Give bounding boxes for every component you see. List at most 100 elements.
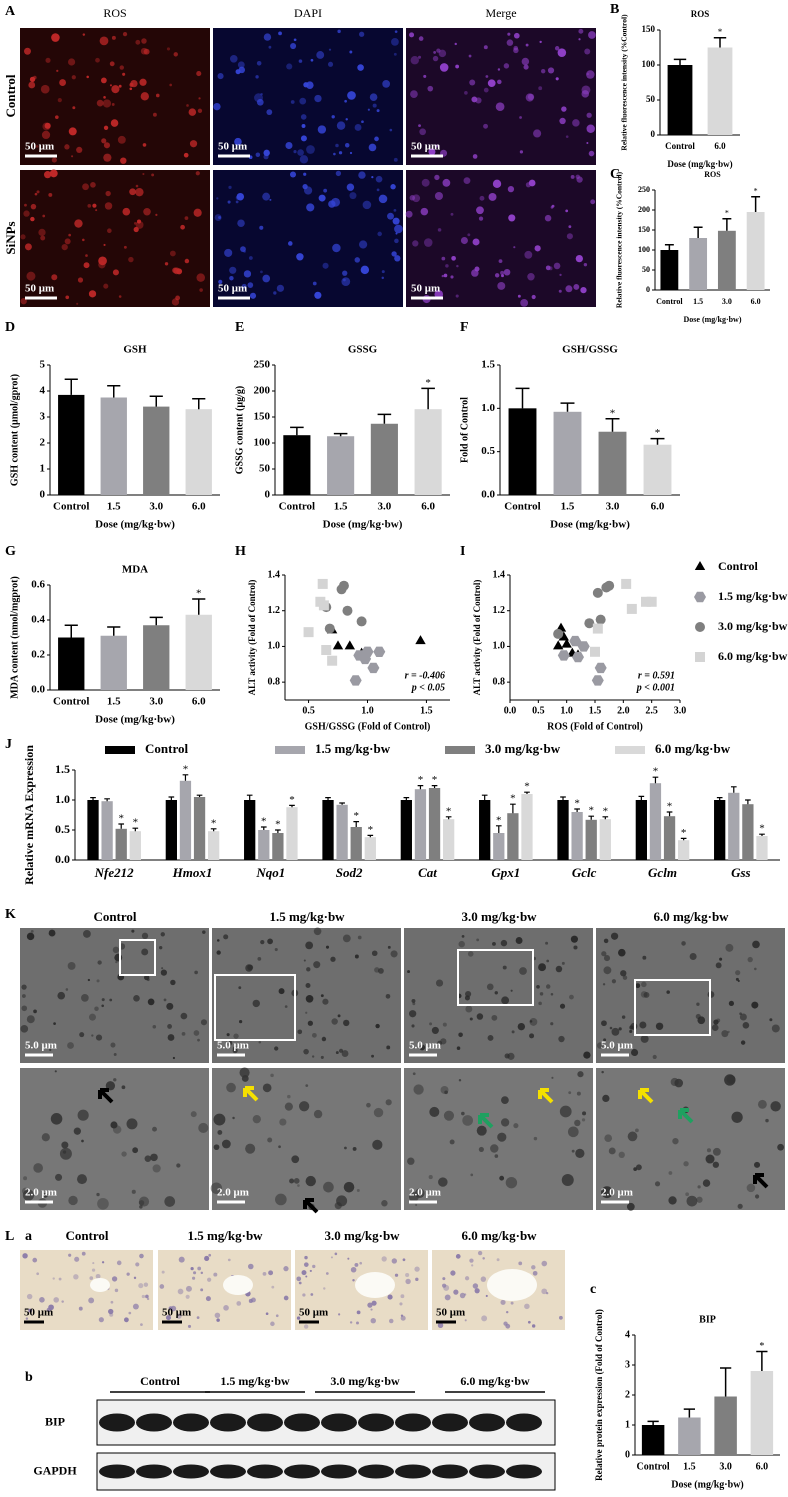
texture: [534, 245, 541, 252]
significance: *: [667, 801, 673, 813]
texture: [126, 1118, 138, 1130]
texture: [450, 212, 454, 216]
texture: [216, 939, 220, 942]
arrow: [678, 1108, 694, 1124]
texture: [169, 250, 176, 257]
x-tick-label: 6.0: [751, 297, 761, 306]
significance: *: [211, 817, 217, 829]
texture: [313, 1109, 323, 1119]
texture: [485, 1294, 488, 1298]
texture: [21, 1187, 29, 1195]
texture: [247, 964, 254, 971]
point: [558, 631, 569, 641]
point: [367, 662, 380, 674]
texture: [122, 72, 126, 76]
y-tick-label: 1.5: [481, 359, 495, 371]
texture: [299, 155, 309, 164]
micrograph: [596, 1068, 785, 1210]
texture: [187, 1324, 192, 1328]
texture: [602, 983, 606, 986]
texture: [290, 43, 297, 50]
scale-label: 50 μm: [25, 283, 54, 295]
error-bar: [720, 1367, 732, 1397]
texture: [193, 1271, 197, 1275]
vessel: [487, 1269, 537, 1301]
point: [327, 655, 338, 666]
texture: [98, 261, 106, 269]
texture: [388, 1318, 394, 1324]
texture: [412, 1002, 416, 1006]
x-tick-label: Nqo1: [255, 865, 285, 880]
texture: [465, 1005, 473, 1013]
column-label: 6.0 mg/kg·bw: [653, 909, 729, 924]
texture: [481, 1315, 488, 1322]
texture: [263, 33, 272, 41]
texture: [262, 274, 271, 283]
texture: [550, 992, 554, 996]
texture: [67, 962, 76, 970]
texture: [140, 1323, 143, 1326]
texture: [431, 1026, 439, 1034]
texture: [163, 998, 167, 1002]
significance: *: [418, 774, 424, 786]
texture: [528, 179, 536, 187]
error-bar: [602, 816, 609, 820]
arrow: [753, 1173, 769, 1189]
texture: [59, 79, 66, 86]
texture: [232, 1116, 235, 1120]
texture: [347, 1257, 350, 1260]
texture: [479, 195, 485, 201]
texture: [769, 1018, 773, 1022]
texture: [112, 946, 120, 954]
texture: [248, 256, 253, 260]
texture: [464, 1293, 467, 1296]
texture: [631, 1048, 639, 1057]
texture: [478, 1146, 484, 1153]
texture: [269, 198, 272, 201]
texture: [573, 945, 578, 950]
blot-band: [469, 1464, 505, 1479]
texture: [132, 1303, 139, 1310]
error-bar: [510, 803, 516, 814]
x-tick-label: Gclm: [648, 865, 677, 880]
texture: [303, 1324, 309, 1329]
texture: [120, 157, 127, 164]
texture: [460, 237, 468, 245]
x-tick-label: 6.0: [192, 696, 206, 708]
texture: [683, 1161, 689, 1167]
texture: [492, 941, 496, 946]
texture: [104, 202, 113, 210]
texture: [164, 1196, 176, 1207]
point: [604, 580, 615, 591]
texture: [604, 1134, 613, 1143]
legend-label: 6.0 mg/kg·bw: [718, 649, 788, 663]
significance: *: [118, 813, 124, 825]
texture: [139, 78, 147, 86]
texture: [25, 1317, 29, 1320]
error-bar: [683, 1408, 695, 1418]
texture: [524, 250, 533, 259]
texture: [118, 295, 122, 298]
x-axis-label: ROS (Fold of Control): [547, 721, 643, 732]
texture: [64, 238, 71, 245]
texture: [169, 83, 172, 87]
error-bar: [515, 387, 530, 409]
texture: [227, 200, 231, 204]
x-tick-label: 3.0: [719, 1461, 732, 1472]
x-tick-label: 0.0: [504, 705, 517, 716]
significance: *: [653, 766, 659, 778]
texture: [48, 929, 56, 937]
texture: [754, 967, 757, 971]
texture: [505, 1176, 518, 1189]
texture: [302, 1293, 306, 1297]
texture: [305, 994, 314, 1003]
annotation: p < 0.001: [636, 682, 675, 693]
point: [359, 653, 372, 665]
texture: [305, 1175, 316, 1187]
legend-marker: [695, 652, 705, 662]
texture: [696, 1002, 700, 1006]
texture: [541, 1288, 548, 1295]
texture: [68, 1195, 78, 1206]
y-tick-label: 100: [642, 59, 656, 69]
texture: [335, 170, 342, 177]
